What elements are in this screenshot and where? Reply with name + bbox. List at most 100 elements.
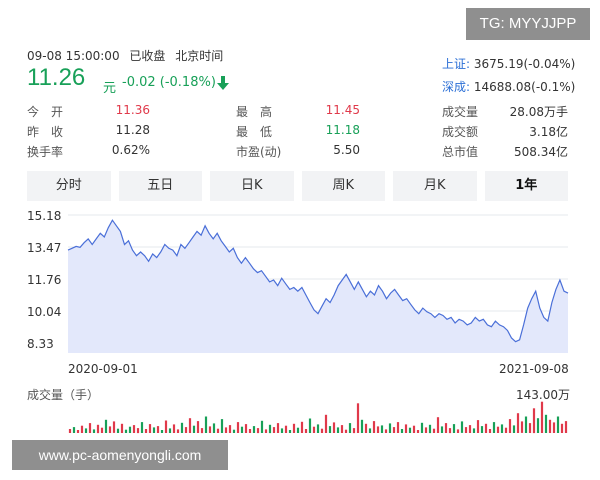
volume-bar [528, 423, 532, 433]
volume-bar [120, 423, 124, 433]
volume-bar [392, 427, 396, 433]
volume-bar [68, 429, 72, 433]
volume-bar [200, 428, 204, 434]
tab-intraday[interactable]: 分时 [27, 171, 111, 201]
stat-low-value: 11.18 [325, 123, 360, 137]
volume-bar [448, 428, 452, 434]
volume-bar [356, 403, 360, 433]
volume-bar [496, 426, 500, 433]
volume-bar [256, 428, 260, 434]
volume-bar [152, 427, 156, 433]
volume-bar [176, 429, 180, 433]
volume-bar [116, 428, 120, 433]
volume-bar [328, 426, 332, 433]
volume-bar [196, 421, 200, 433]
volume-bar [72, 427, 76, 433]
volume-bar [544, 414, 548, 433]
stat-mktcap-value: 508.34亿 [514, 145, 568, 159]
quote-datetime: 09-08 15:00:00 已收盘 北京时间 [27, 47, 229, 64]
volume-bar [140, 422, 144, 433]
volume-bar [260, 420, 264, 433]
y-tick-label: 11.76 [27, 273, 62, 287]
stat-pe-value: 5.50 [333, 143, 360, 157]
volume-bar [504, 427, 508, 433]
index-name[interactable]: 上证: [442, 57, 471, 71]
volume-bar [336, 427, 340, 433]
y-tick-label: 13.47 [27, 241, 62, 255]
price-change: -0.02 (-0.18%) [122, 75, 216, 90]
volume-bar [108, 426, 112, 433]
stat-high-value: 11.45 [325, 103, 360, 117]
index-value: 3675.19(-0.04%) [473, 57, 576, 71]
volume-max: 143.00万 [516, 388, 570, 402]
volume-bar [548, 419, 552, 433]
volume-bar [160, 430, 164, 433]
tab-weekly-k[interactable]: 周K [301, 171, 385, 201]
volume-bar [132, 425, 136, 433]
x-end-label: 2021-09-08 [499, 362, 569, 376]
volume-bar [240, 426, 244, 433]
volume-bar [480, 426, 484, 433]
volume-bar [456, 429, 460, 433]
timezone-text: 北京时间 [175, 49, 224, 63]
volume-bar [384, 429, 388, 433]
volume-bar [404, 424, 408, 433]
price-chart[interactable] [0, 205, 600, 440]
volume-bar [236, 422, 240, 433]
volume-bar [348, 423, 352, 433]
volume-bar [536, 418, 540, 433]
volume-bar [180, 422, 184, 433]
arrow-down-icon [217, 76, 229, 90]
volume-bar [136, 428, 140, 434]
volume-bar [432, 428, 436, 433]
volume-bar [308, 418, 312, 433]
volume-bar [272, 427, 276, 433]
stat-high-label: 最 高 [236, 105, 273, 119]
stat-prev-label: 昨 收 [27, 125, 64, 139]
volume-bar [316, 424, 320, 433]
volume-bar [488, 429, 492, 433]
index-shanghai[interactable]: 上证: 3675.19(-0.04%) [442, 55, 575, 72]
volume-bar [340, 425, 344, 433]
volume-bar [204, 416, 208, 433]
x-start-label: 2020-09-01 [68, 362, 138, 376]
volume-bar [268, 424, 272, 434]
tab-five-day[interactable]: 五日 [118, 171, 202, 201]
volume-bar [540, 401, 544, 433]
volume-bar [84, 428, 88, 433]
volume-bar [164, 420, 168, 433]
volume-bar [244, 424, 248, 433]
tab-monthly-k[interactable]: 月K [393, 171, 477, 201]
index-shenzhen[interactable]: 深成: 14688.08(-0.1%) [442, 78, 575, 95]
volume-bar [88, 423, 92, 433]
volume-bar [484, 423, 488, 433]
volume-bar [216, 428, 220, 433]
volume-bar [208, 426, 212, 433]
volume-bar [472, 428, 476, 433]
period-tabs: 分时 五日 日K 周K 月K 1年 [27, 171, 568, 201]
tab-daily-k[interactable]: 日K [210, 171, 294, 201]
volume-bar [232, 429, 236, 433]
volume-bar [420, 422, 424, 433]
volume-bar [508, 419, 512, 433]
tab-one-year[interactable]: 1年 [484, 171, 568, 201]
volume-bar [500, 424, 504, 433]
volume-bar [156, 426, 160, 433]
price-line [67, 219, 569, 343]
volume-bar [476, 420, 480, 433]
volume-bar [468, 425, 472, 433]
index-name[interactable]: 深成: [442, 80, 471, 94]
stat-open-label: 今 开 [27, 105, 64, 119]
stat-turnover-label: 换手率 [27, 145, 64, 159]
volume-bar [148, 424, 152, 433]
volume-label: 成交量（手） [27, 388, 100, 402]
stat-amount-value: 3.18亿 [529, 125, 568, 139]
volume-bar [324, 414, 328, 433]
volume-bar [416, 430, 420, 433]
market-status: 已收盘 [129, 49, 166, 63]
volume-bar [408, 427, 412, 433]
volume-bar [276, 423, 280, 433]
stat-prev-value: 11.28 [115, 123, 150, 137]
stat-open-value: 11.36 [115, 103, 150, 117]
price-unit: 元 [103, 81, 117, 96]
